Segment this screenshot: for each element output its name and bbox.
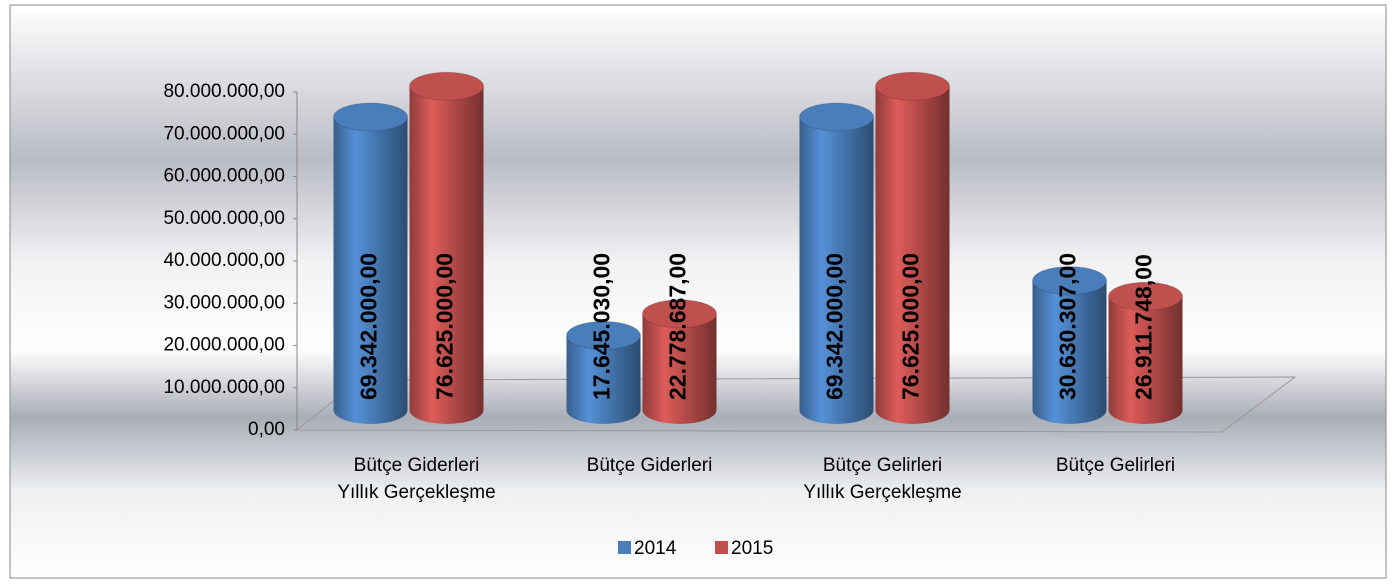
bar-top <box>642 299 717 329</box>
data-label: 26.911.748,00 <box>1131 254 1157 400</box>
data-label: 69.342.000,00 <box>356 253 382 400</box>
data-label: 69.342.000,00 <box>822 253 848 400</box>
bar <box>799 117 874 424</box>
y-tick-label: 20.000.000,00 <box>163 335 285 356</box>
bar <box>1108 296 1183 424</box>
bar-top <box>566 320 641 350</box>
legend-swatch <box>715 541 728 554</box>
bar-top <box>875 71 950 101</box>
y-tick-label: 0,00 <box>248 419 285 440</box>
bar <box>875 86 950 425</box>
bar <box>333 117 408 424</box>
data-label: 76.625.000,00 <box>898 253 924 400</box>
data-label: 76.625.000,00 <box>432 253 458 400</box>
y-tick-label: 70.000.000,00 <box>163 123 285 144</box>
x-tick-label: Bütçe Gelirleri <box>1055 455 1176 476</box>
x-tick-label: Bütçe Gelirleri Yıllık Gerçekleşme <box>803 455 962 503</box>
y-tick-label: 80.000.000,00 <box>163 81 285 102</box>
bar-top <box>333 102 408 132</box>
legend-swatch <box>618 541 631 554</box>
y-tick-label: 10.000.000,00 <box>163 377 285 398</box>
bar-top <box>1108 281 1183 311</box>
legend-label: 2014 <box>634 538 677 559</box>
data-label: 17.645.030,00 <box>589 253 615 400</box>
bar <box>642 313 717 424</box>
y-tick-label: 40.000.000,00 <box>163 250 285 271</box>
bar-top <box>799 102 874 132</box>
x-tick-label: Bütçe Giderleri <box>586 455 713 476</box>
x-tick-label: Bütçe Giderleri Yıllık Gerçekleşme <box>337 455 496 503</box>
y-tick-label: 50.000.000,00 <box>163 208 285 229</box>
data-label: 30.630.307,00 <box>1055 253 1081 400</box>
bar <box>566 335 641 424</box>
y-tick-label: 60.000.000,00 <box>163 166 285 187</box>
legend-label: 2015 <box>731 538 773 559</box>
y-tick-label: 30.000.000,00 <box>163 292 285 313</box>
data-label: 22.778.687,00 <box>665 253 691 400</box>
bar-top <box>409 71 484 101</box>
bar <box>1032 280 1107 424</box>
bar-top <box>1032 266 1107 296</box>
bar <box>409 86 484 425</box>
